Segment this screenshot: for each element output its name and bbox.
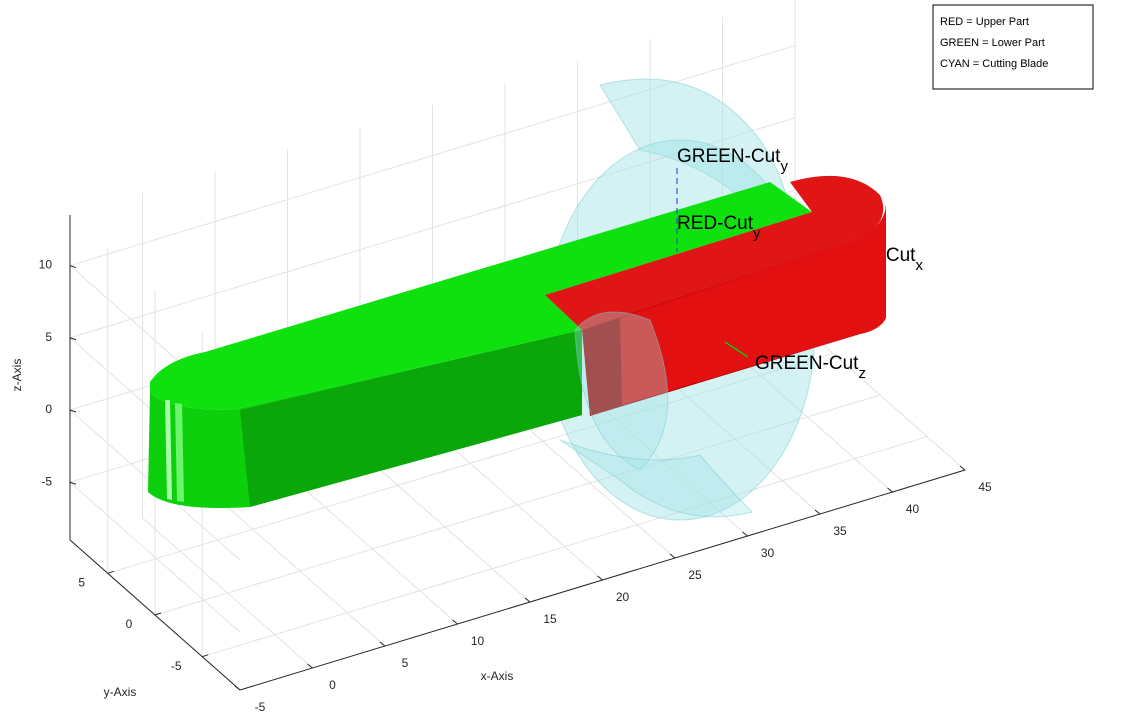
z-tick-label: 5: [45, 330, 52, 344]
legend-entry: CYAN = Cutting Blade: [940, 58, 1048, 70]
x-tick-label: 10: [471, 634, 485, 648]
annotation-subscript: z: [858, 365, 866, 382]
tick-mark: [308, 664, 313, 668]
tick-mark: [202, 655, 208, 657]
x-tick-label: 25: [688, 568, 702, 582]
x-tick-label: 5: [402, 656, 409, 670]
tick-mark: [525, 598, 530, 602]
annotation-text: GREEN-Cut: [755, 353, 859, 374]
z-tick-label: -5: [41, 474, 52, 488]
z-tick-label: 10: [39, 258, 53, 272]
y-tick-label: 0: [126, 617, 133, 631]
x-tick-label: 40: [906, 502, 920, 516]
x-tick-label: 30: [761, 546, 775, 560]
tick-mark: [235, 686, 240, 690]
tick-mark: [453, 620, 458, 624]
tick-mark: [815, 510, 820, 514]
z-axis-label: z-Axis: [10, 359, 24, 392]
tick-mark: [743, 532, 748, 536]
tick-mark: [670, 554, 675, 558]
annotation-subscript: x: [915, 257, 923, 274]
x-tick-label: 20: [616, 590, 630, 604]
legend-entry: RED = Upper Part: [940, 16, 1029, 28]
y-tick-label: -5: [171, 659, 182, 673]
z-tick-label: 0: [45, 402, 52, 416]
tick-mark: [108, 571, 114, 573]
tick-mark: [888, 488, 893, 492]
tick-mark: [380, 642, 385, 646]
annotation-text: GREEN-Cut: [677, 146, 781, 167]
tick-mark: [960, 466, 965, 470]
y-tick-label: 5: [78, 576, 85, 590]
x-tick-label: 15: [543, 612, 557, 626]
annotation-text: RED-Cut: [677, 213, 754, 234]
x-tick-label: -5: [255, 700, 266, 714]
x-tick-label: 0: [329, 678, 336, 692]
annotation-subscript: y: [753, 225, 761, 242]
page: {"chart_data": {"type": "3d", "xlabel": …: [0, 0, 1122, 715]
x-tick-label: 45: [978, 480, 992, 494]
annotation-subscript: y: [780, 158, 788, 175]
x-axis-label: x-Axis: [481, 669, 514, 683]
tick-mark: [598, 576, 603, 580]
x-tick-label: 35: [833, 524, 847, 538]
legend-entry: GREEN = Lower Part: [940, 37, 1045, 49]
legend: RED = Upper Part GREEN = Lower Part CYAN…: [933, 5, 1093, 89]
y-axis-label: y-Axis: [104, 685, 137, 699]
tick-mark: [155, 613, 161, 615]
chart: -5 0 5 10 15 20 25 30 35 40 45 -5 0 5 -5 0 5 10 GREEN-Cut…: [0, 0, 1122, 715]
